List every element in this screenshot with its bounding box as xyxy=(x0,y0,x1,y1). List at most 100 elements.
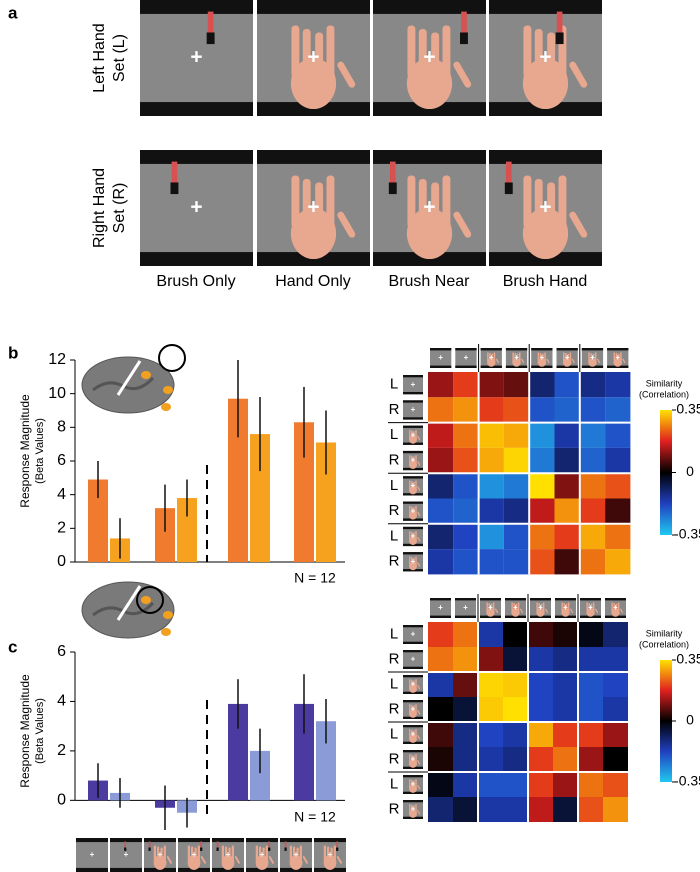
finger xyxy=(415,729,417,738)
heatmap-cell xyxy=(503,747,528,772)
heatmap-cell xyxy=(453,697,478,722)
heatmap-cell xyxy=(503,447,530,474)
finger xyxy=(617,602,620,612)
fixation: + xyxy=(438,353,443,362)
photo-border xyxy=(257,0,370,14)
heatmap-cell xyxy=(478,747,503,772)
thumb xyxy=(546,358,550,364)
fixation: + xyxy=(190,46,202,69)
finger xyxy=(228,847,231,863)
finger xyxy=(326,25,335,78)
hand xyxy=(536,608,545,617)
brush-handle xyxy=(148,841,151,849)
colorbar-tick-label: 0.35 xyxy=(676,651,700,667)
finger xyxy=(289,845,292,861)
finger xyxy=(547,32,556,85)
heatmap-cell xyxy=(453,797,478,822)
activation xyxy=(163,611,173,619)
finger xyxy=(160,847,163,863)
photo xyxy=(455,348,477,368)
fixation: + xyxy=(328,850,333,859)
finger xyxy=(194,847,197,863)
hand xyxy=(409,809,417,818)
heatmap-cell xyxy=(478,797,503,822)
photo-border xyxy=(403,467,423,471)
thumb xyxy=(302,856,308,864)
heatmap-cell xyxy=(553,647,578,672)
fixation: + xyxy=(190,196,202,219)
fixation: + xyxy=(565,353,570,362)
finger xyxy=(258,846,262,862)
photo xyxy=(480,598,501,618)
photo-border xyxy=(212,838,244,843)
fixation: + xyxy=(307,196,319,219)
finger xyxy=(413,780,415,789)
heatmap-cell xyxy=(453,722,478,747)
photo-border xyxy=(480,598,501,601)
heatmap-cell xyxy=(503,772,528,797)
heatmap-cell xyxy=(478,397,504,423)
heatmap-cell xyxy=(553,697,578,722)
finger xyxy=(413,705,415,714)
heatmap-cell xyxy=(529,523,555,550)
finger xyxy=(547,182,556,235)
finger xyxy=(413,755,415,764)
photo-border xyxy=(373,0,486,14)
row-label: R xyxy=(389,502,400,519)
hand xyxy=(561,608,570,617)
panel-label: a xyxy=(8,3,18,22)
heatmap-cell xyxy=(503,672,528,697)
column-label: Brush Only xyxy=(156,273,235,290)
heatmap-cell xyxy=(554,397,580,423)
photo xyxy=(403,375,423,395)
brush-handle xyxy=(505,161,512,185)
heatmap-cell xyxy=(603,647,628,672)
fixation: + xyxy=(411,380,416,389)
finger xyxy=(413,730,415,739)
bar xyxy=(250,434,270,562)
finger xyxy=(561,602,563,612)
thumb xyxy=(417,710,421,715)
photo xyxy=(505,598,526,618)
finger xyxy=(187,845,190,861)
y-axis-label: (Beta Values) xyxy=(34,418,46,484)
brain-mark xyxy=(116,360,142,396)
photo-border xyxy=(140,252,253,266)
brush-tip xyxy=(200,847,203,851)
row-label: L xyxy=(390,376,398,393)
heatmap-cell xyxy=(428,747,453,772)
hand xyxy=(409,485,417,495)
photo-border xyxy=(403,476,423,479)
finger xyxy=(489,353,491,362)
finger xyxy=(562,352,565,362)
finger xyxy=(538,603,540,612)
photo-border xyxy=(280,838,312,843)
fixation: + xyxy=(90,850,95,859)
thumb xyxy=(417,810,421,815)
photo-border xyxy=(403,666,423,669)
row-label: L xyxy=(390,426,398,443)
hand xyxy=(537,358,547,367)
photo-border xyxy=(403,425,423,428)
finger xyxy=(409,455,411,464)
fixation: + xyxy=(411,506,416,515)
heatmap-cell xyxy=(453,549,479,575)
heatmap-cell xyxy=(603,722,628,747)
fixation: + xyxy=(411,655,416,664)
heatmap-cell xyxy=(503,422,530,448)
finger xyxy=(156,846,160,862)
heatmap-cell xyxy=(453,622,478,647)
fixation: + xyxy=(411,755,416,764)
heatmap-cell xyxy=(554,447,580,474)
photo-border xyxy=(489,252,602,266)
heatmap-cell xyxy=(453,372,479,398)
y-tick-label: 0 xyxy=(57,792,66,809)
finger xyxy=(407,175,416,228)
heatmap-cell xyxy=(503,697,528,722)
photo xyxy=(581,348,604,368)
heatmap-cell xyxy=(478,447,504,474)
hand xyxy=(409,759,417,768)
row-label: Left Hand xyxy=(91,23,108,92)
hand xyxy=(406,208,453,260)
finger xyxy=(539,353,542,362)
